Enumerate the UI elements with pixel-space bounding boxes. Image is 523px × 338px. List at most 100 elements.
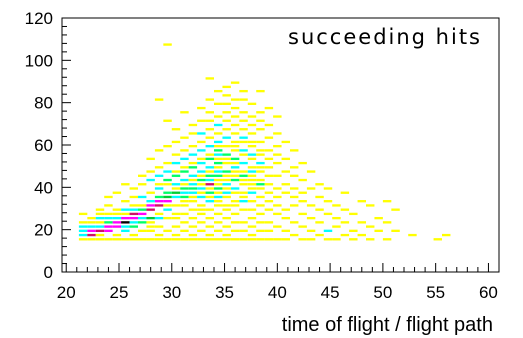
heatmap-cell: [121, 238, 130, 241]
heatmap-cell: [239, 170, 248, 173]
heatmap-cell: [340, 191, 350, 194]
heatmap-cell: [171, 195, 181, 199]
heatmap-cell: [281, 140, 290, 144]
heatmap-cell: [180, 170, 189, 173]
heatmap-cell: [230, 174, 240, 177]
heatmap-cell: [112, 216, 122, 220]
heatmap-cell: [374, 216, 383, 220]
heatmap-cell: [247, 166, 257, 169]
heatmap-cell: [230, 140, 240, 144]
heatmap-cell: [239, 89, 248, 93]
heatmap-cell: [104, 221, 113, 224]
heatmap-cell: [205, 208, 214, 211]
heatmap-cell: [197, 178, 206, 182]
heatmap-cell: [180, 187, 189, 190]
heatmap-cell: [214, 195, 223, 199]
x-tick-label: 55: [426, 283, 445, 302]
heatmap-cell: [112, 233, 122, 237]
heatmap-cell: [273, 195, 282, 199]
heatmap-cell: [95, 208, 105, 211]
heatmap-cell: [112, 208, 122, 211]
heatmap-cell: [298, 200, 307, 203]
heatmap-cell: [230, 221, 240, 224]
heatmap-cell: [214, 229, 223, 232]
heatmap-cell: [154, 212, 164, 216]
heatmap-cell: [180, 200, 189, 203]
heatmap-cell: [112, 238, 122, 241]
heatmap-cell: [214, 157, 223, 161]
heatmap-cell: [306, 216, 316, 220]
heatmap-cell: [129, 208, 138, 211]
heatmap-cell: [273, 225, 282, 228]
heatmap-cell: [129, 195, 138, 199]
heatmap-cell: [323, 238, 333, 241]
heatmap-cell: [188, 216, 198, 220]
heatmap-cell: [171, 191, 181, 194]
heatmap-cell: [230, 229, 240, 232]
heatmap-cell: [112, 212, 122, 216]
heatmap-cell: [138, 216, 147, 220]
heatmap-cell: [163, 191, 172, 194]
heatmap-cell: [391, 208, 400, 211]
heatmap-cell: [87, 216, 96, 220]
y-tick-label: 0: [44, 263, 53, 282]
heatmap-cell: [78, 238, 88, 241]
heatmap-cell: [205, 145, 214, 148]
heatmap-cell: [222, 238, 231, 241]
heatmap-cell: [273, 145, 282, 148]
heatmap-cell: [273, 174, 282, 177]
heatmap-cell: [197, 212, 206, 216]
heatmap-cell: [205, 128, 214, 131]
heatmap-cell: [188, 178, 198, 182]
heatmap-cell: [298, 225, 307, 228]
heatmap-cell: [256, 149, 265, 152]
heatmap-cell: [214, 132, 223, 135]
heatmap-cell: [129, 187, 138, 190]
heatmap-cell: [146, 238, 155, 241]
heatmap-cell: [197, 174, 206, 177]
heatmap-cell: [188, 145, 198, 148]
heatmap-cell: [256, 183, 265, 186]
heatmap-cell: [138, 208, 147, 211]
heatmap-cell: [408, 233, 417, 237]
heatmap-cell: [222, 111, 231, 114]
y-tick-label: 40: [34, 178, 53, 197]
heatmap-cell: [146, 229, 155, 232]
heatmap-cell: [95, 216, 105, 220]
heatmap-cell: [273, 153, 282, 156]
heatmap-cell: [180, 229, 189, 232]
heatmap-cell: [129, 221, 138, 224]
heatmap-cell: [146, 225, 155, 228]
heatmap-cell: [197, 132, 206, 135]
heatmap-cell: [222, 204, 231, 207]
heatmap-cell: [306, 229, 316, 232]
heatmap-cell: [273, 115, 282, 118]
heatmap-cell: [332, 216, 341, 220]
heatmap-cell: [188, 208, 198, 211]
heatmap-cell: [239, 221, 248, 224]
heatmap-cell: [104, 216, 113, 220]
heatmap-cell: [180, 149, 189, 152]
heatmap-cell: [298, 191, 307, 194]
heatmap-cell: [180, 111, 189, 114]
heatmap-cell: [222, 233, 231, 237]
heatmap-cell: [205, 187, 214, 190]
heatmap-cell: [205, 200, 214, 203]
heatmap-cell: [247, 132, 257, 135]
heatmap-cell: [239, 119, 248, 122]
heatmap-cell: [163, 229, 172, 232]
heatmap-cell: [214, 153, 223, 156]
heatmap-cell: [230, 238, 240, 241]
heatmap-cell: [290, 195, 299, 199]
x-tick-label: 45: [321, 283, 340, 302]
heatmap-cell: [163, 43, 172, 46]
heatmap-cell: [306, 238, 316, 241]
heatmap-cell: [222, 102, 231, 105]
heatmap-cell: [256, 221, 265, 224]
heatmap-cell: [129, 238, 138, 241]
heatmap-cell: [281, 208, 290, 211]
heatmap-cell: [332, 238, 341, 241]
heatmap-cell: [230, 149, 240, 152]
heatmap-cell: [188, 166, 198, 169]
